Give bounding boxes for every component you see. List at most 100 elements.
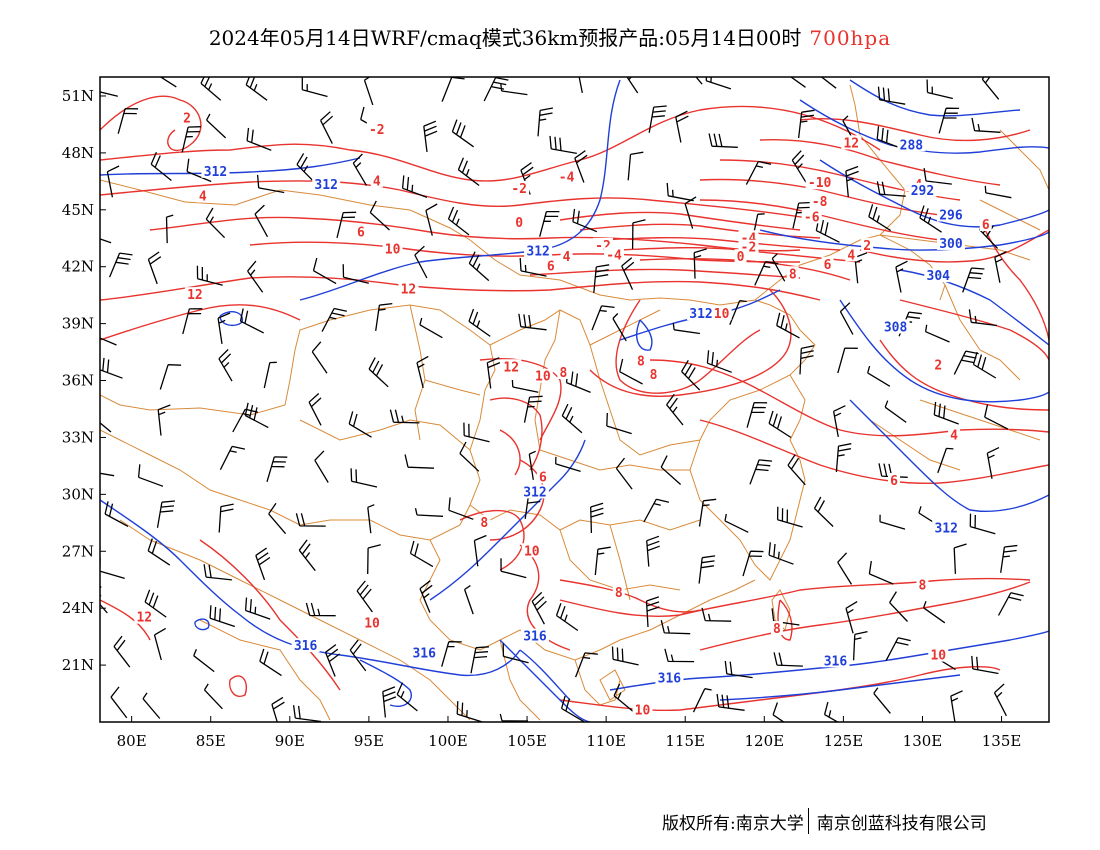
lat-tick-label: 39N (62, 315, 94, 333)
height-contour-label-bg (936, 235, 965, 250)
wind-barb (367, 504, 375, 534)
wind-barb (537, 107, 554, 137)
wind-barb (156, 500, 175, 528)
wind-barb (468, 308, 491, 337)
height-contour-label-bg (201, 163, 230, 178)
temperature-contour-label: 12 (136, 611, 152, 626)
wind-barb (193, 648, 215, 673)
wind-barb (209, 605, 236, 628)
wind-barb (797, 109, 815, 139)
wind-barb (349, 639, 367, 672)
lat-tick-label: 21N (62, 656, 94, 674)
wind-barb (321, 307, 347, 332)
wind-barb (572, 208, 598, 233)
wind-barb (369, 200, 390, 231)
wind-barb (660, 620, 691, 635)
height-contour-label-bg (932, 520, 961, 535)
height-contour-label-bg (924, 268, 953, 283)
wind-barb (606, 412, 632, 435)
wind-barb (724, 513, 749, 533)
height-contour-label: 312 (689, 307, 712, 322)
wind-barb (574, 150, 588, 183)
copyright-left: 版权所有:南京大学 (662, 813, 804, 834)
temperature-contour-label: 10 (535, 370, 551, 385)
wind-barb (885, 637, 911, 662)
wind-barb (611, 646, 639, 666)
height-contour-label: 312 (526, 245, 549, 260)
height-contour-label-bg (520, 484, 549, 499)
wind-barb (255, 547, 271, 581)
wind-barb (142, 692, 161, 719)
wind-barb (873, 687, 891, 714)
height-contour-label: 296 (939, 208, 963, 223)
height-contour-label-bg (897, 137, 926, 152)
temperature-contour-label: 8 (480, 516, 488, 531)
wind-barb (772, 702, 785, 722)
wind-barb (425, 203, 438, 236)
temperature-contour-label: 6 (357, 226, 365, 241)
wind-barb (993, 683, 1007, 717)
wind-barb (867, 365, 891, 387)
height-contour-label: 312 (314, 178, 337, 193)
temperature-contour-label-bg (536, 469, 549, 484)
temperature-contour-label: -2 (511, 182, 527, 197)
wind-barb (889, 591, 908, 622)
lon-tick-label: 120E (745, 732, 785, 750)
temperature-contour-label: -2 (369, 123, 385, 138)
wind-barb (933, 401, 959, 425)
wind-barb (312, 257, 337, 285)
temperature-contour-label-bg (734, 249, 747, 264)
wind-barb (919, 205, 942, 233)
wind-barb (693, 248, 707, 279)
temperature-contour-label-bg (134, 609, 155, 624)
wind-barb (791, 150, 807, 183)
temperature-contour-label: 12 (503, 360, 519, 375)
copyright-footer: 版权所有:南京大学 南京创蓝科技有限公司 (662, 808, 987, 834)
wind-barb (969, 513, 996, 535)
wind-barb (684, 196, 697, 229)
wind-barb (245, 77, 268, 101)
wind-barb (631, 219, 646, 249)
height-contour-label-bg (821, 653, 850, 668)
temperature-contour-label: 4 (199, 190, 207, 205)
temperature-contour-label-bg (382, 241, 403, 256)
height-contour-label: 316 (294, 639, 318, 654)
wind-barb (832, 405, 846, 438)
wind-barb (311, 341, 328, 374)
temperature-contour-label-bg (604, 247, 625, 262)
temperature-contour-label: -4 (559, 171, 575, 186)
wind-barb (416, 355, 429, 389)
wind-barb (239, 308, 264, 334)
wind-barb (815, 217, 840, 243)
wind-barb (218, 503, 234, 533)
height-contour-label: 288 (900, 138, 924, 153)
wind-barb (768, 410, 792, 439)
temperature-contour-label: 8 (615, 586, 623, 601)
wind-barb (486, 357, 501, 389)
temperature-contour-label-bg (647, 366, 660, 381)
wind-barb (868, 560, 894, 585)
wind-barb (244, 402, 269, 429)
wind-barb (263, 361, 277, 389)
wind-barb (789, 77, 806, 88)
temperature-contour-label-bg (979, 216, 992, 231)
wind-barb (246, 127, 272, 151)
wind-barb (292, 705, 322, 722)
height-contour-label: 316 (523, 630, 547, 645)
wind-barb (716, 693, 745, 711)
wind-barb (186, 158, 212, 183)
wind-barb (382, 686, 397, 718)
wind-barb (681, 359, 701, 391)
copyright-right: 南京创蓝科技有限公司 (816, 813, 987, 834)
temperature-contour-label: 8 (919, 578, 927, 593)
wind-barb (612, 313, 627, 342)
lon-tick-label: 130E (903, 732, 943, 750)
temperature-contour-label-bg (612, 585, 625, 599)
wind-barb (837, 347, 858, 374)
wind-barb (549, 135, 577, 155)
wind-barb (590, 502, 604, 534)
wind-barb (218, 349, 233, 382)
temperature-contour-label: 12 (401, 282, 417, 297)
wind-barb (463, 422, 490, 443)
wind-barb (117, 108, 139, 134)
